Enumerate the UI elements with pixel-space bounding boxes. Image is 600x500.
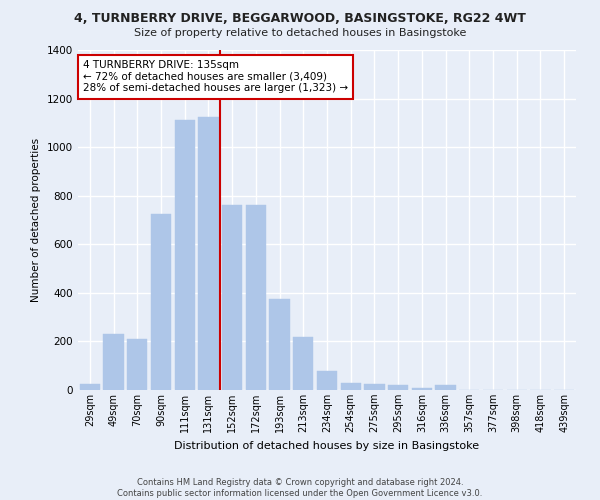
- Text: Contains HM Land Registry data © Crown copyright and database right 2024.
Contai: Contains HM Land Registry data © Crown c…: [118, 478, 482, 498]
- Bar: [436, 385, 455, 390]
- Bar: [80, 384, 100, 390]
- Bar: [151, 214, 171, 390]
- Bar: [175, 120, 195, 390]
- Text: 4, TURNBERRY DRIVE, BEGGARWOOD, BASINGSTOKE, RG22 4WT: 4, TURNBERRY DRIVE, BEGGARWOOD, BASINGST…: [74, 12, 526, 26]
- Bar: [222, 206, 242, 390]
- Bar: [199, 117, 218, 390]
- Bar: [293, 336, 313, 390]
- Y-axis label: Number of detached properties: Number of detached properties: [31, 138, 41, 302]
- Bar: [127, 339, 148, 390]
- Bar: [269, 299, 290, 390]
- Text: 4 TURNBERRY DRIVE: 135sqm
← 72% of detached houses are smaller (3,409)
28% of se: 4 TURNBERRY DRIVE: 135sqm ← 72% of detac…: [83, 60, 348, 94]
- Bar: [317, 370, 337, 390]
- Bar: [103, 334, 124, 390]
- Bar: [364, 384, 385, 390]
- Bar: [412, 388, 432, 390]
- Bar: [246, 206, 266, 390]
- Bar: [388, 385, 408, 390]
- Text: Size of property relative to detached houses in Basingstoke: Size of property relative to detached ho…: [134, 28, 466, 38]
- X-axis label: Distribution of detached houses by size in Basingstoke: Distribution of detached houses by size …: [175, 440, 479, 450]
- Bar: [341, 382, 361, 390]
